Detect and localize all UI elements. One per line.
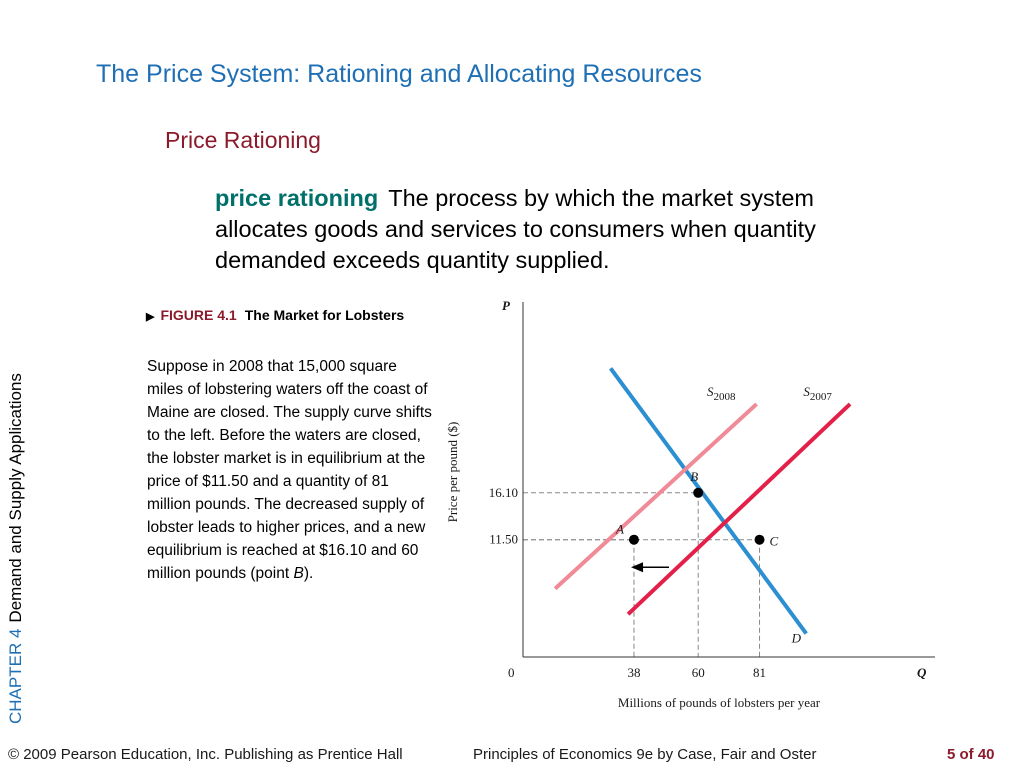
slide-title: The Price System: Rationing and Allocati… bbox=[96, 60, 702, 88]
point-a bbox=[628, 534, 639, 545]
point-label-b: B bbox=[690, 469, 698, 484]
footer-copyright: © 2009 Pearson Education, Inc. Publishin… bbox=[8, 746, 403, 763]
lobster-market-chart: P Q 0 Millions of pounds of lobsters per… bbox=[445, 298, 935, 710]
figure-heading: ▶ FIGURE 4.1 The Market for Lobsters bbox=[146, 305, 416, 327]
caption-point: B bbox=[293, 565, 304, 582]
x-tick-label-60: 60 bbox=[692, 665, 705, 680]
curve-s2007 bbox=[626, 402, 852, 616]
figure-title: The Market for Lobsters bbox=[244, 307, 405, 323]
curve-d bbox=[608, 367, 808, 635]
x-axis-label: Millions of pounds of lobsters per year bbox=[618, 695, 821, 710]
caption-end: ). bbox=[303, 565, 314, 582]
figure-caption: Suppose in 2008 that 15,000 square miles… bbox=[147, 355, 432, 585]
curve-s2008 bbox=[553, 402, 758, 591]
curve-label-d: D bbox=[791, 631, 802, 646]
y-tick-label-11-5: 11.50 bbox=[489, 532, 518, 547]
shift-arrow-head-icon bbox=[631, 562, 644, 573]
x-axis-symbol: Q bbox=[917, 665, 927, 680]
curve-label-s2008: S2008 bbox=[707, 384, 736, 403]
footer-page: 5 of 40 bbox=[947, 746, 995, 763]
x-tick-label-38: 38 bbox=[627, 665, 640, 680]
chapter-sidebar: CHAPTER 4 Demand and Supply Applications bbox=[6, 373, 26, 724]
origin-label: 0 bbox=[508, 665, 515, 680]
point-b bbox=[693, 487, 704, 498]
footer-book: Principles of Economics 9e by Case, Fair… bbox=[473, 746, 817, 763]
point-label-a: A bbox=[615, 522, 624, 537]
point-label-c: C bbox=[770, 534, 779, 549]
caption-text: Suppose in 2008 that 15,000 square miles… bbox=[147, 358, 432, 582]
y-tick-label-16-1: 16.10 bbox=[489, 485, 518, 500]
x-tick-label-81: 81 bbox=[753, 665, 766, 680]
y-axis-label: Price per pound ($) bbox=[445, 422, 460, 523]
chapter-label: CHAPTER 4 bbox=[6, 628, 25, 724]
triangle-bullet-icon: ▶ bbox=[146, 311, 155, 323]
definition-term: price rationing bbox=[215, 185, 379, 211]
curve-label-s2007: S2007 bbox=[803, 384, 832, 403]
point-c bbox=[754, 534, 765, 545]
y-axis-symbol: P bbox=[502, 298, 511, 313]
definition-text: The process by which the market system a… bbox=[215, 185, 816, 273]
slide-subtitle: Price Rationing bbox=[165, 127, 321, 153]
definition: price rationing The process by which the … bbox=[215, 183, 855, 276]
chapter-title: Demand and Supply Applications bbox=[6, 373, 25, 623]
figure-number: FIGURE 4.1 bbox=[160, 307, 237, 323]
